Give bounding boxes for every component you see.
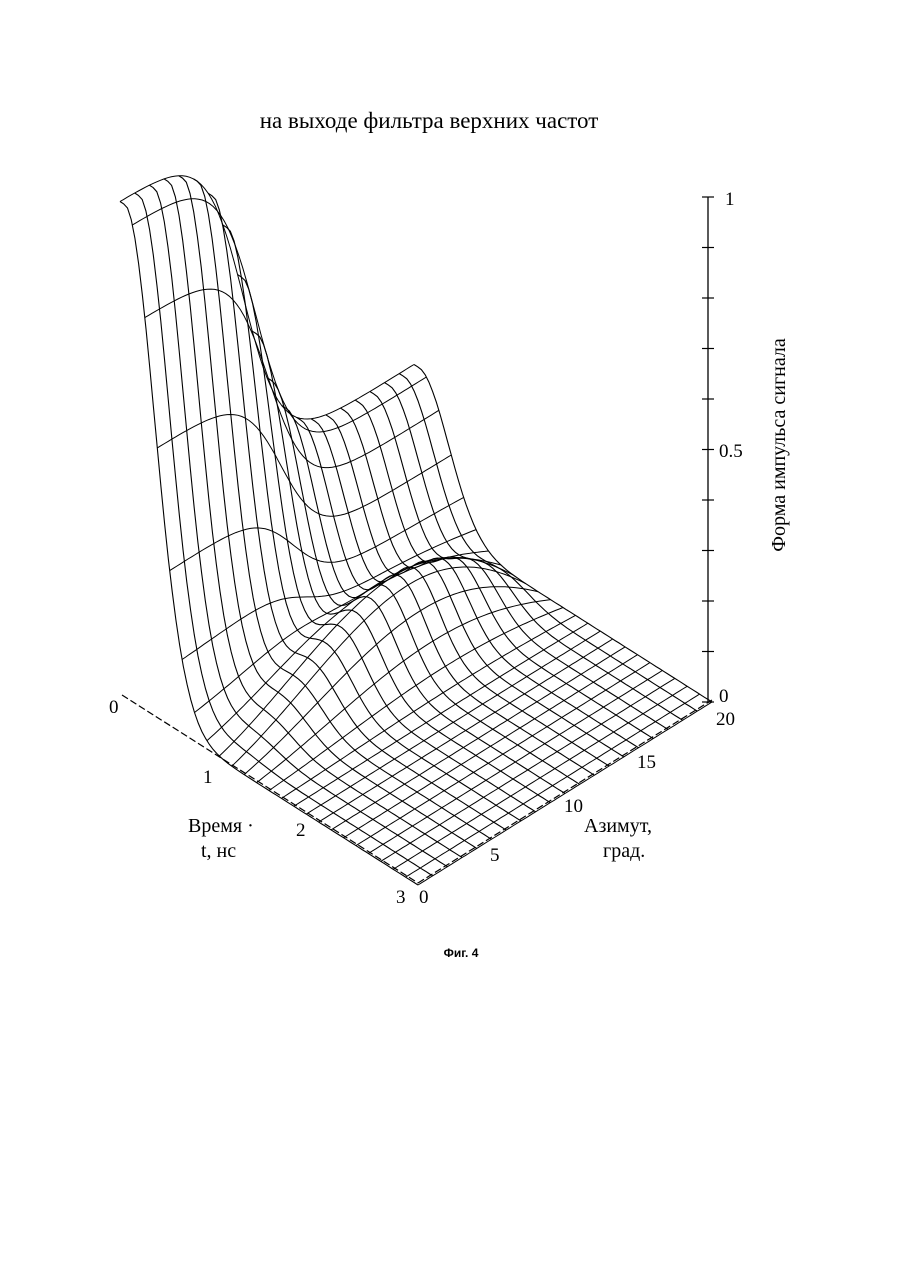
azimuth-axis-line [418,700,712,883]
mesh-time-line [219,557,513,756]
mesh-azimuth-line [208,193,506,830]
mesh-azimuth-line [223,225,521,821]
mesh-time-line [170,497,464,570]
mesh-azimuth-line [341,408,639,748]
time-axis-ticks: 0 1 2 3 Время · t, нс [109,697,406,908]
z-axis: 1 0.5 0 Форма импульса сигнала [702,189,790,707]
time-axis-line [122,695,418,883]
azimuth-tick-label-15: 15 [637,752,656,773]
mesh-azimuth-line [414,365,712,703]
time-tick-label-3: 3 [396,887,406,908]
mesh-azimuth-line [179,176,477,849]
mesh-azimuth-line [282,406,580,785]
mesh-time-line [120,176,414,419]
mesh-azimuth-line [238,275,536,812]
time-axis-label-line1: Время · [188,815,254,837]
azimuth-tick-label-5: 5 [490,845,500,866]
mesh-azimuth-line [326,415,624,757]
mesh-time-line [306,631,600,814]
mesh-azimuth-line [296,417,594,775]
mesh-time-line [195,551,489,713]
time-tick-label-0: 0 [109,697,119,718]
mesh-time-line [132,199,426,432]
mesh-time-line [406,694,700,877]
mesh-azimuth-line [252,331,550,802]
z-tick-label-1: 1 [725,189,735,210]
azimuth-axis-label-line1: Азимут, [584,815,652,837]
azimuth-axis-label-line2: град. [603,840,645,862]
figure-caption: Фиг. 4 [444,946,479,960]
time-tick-label-1: 1 [203,767,213,788]
z-tick-label-0.5: 0.5 [719,441,743,462]
mesh-time-line [418,702,712,885]
azimuth-tick-label-20: 20 [716,709,735,730]
time-axis-label-line2: t, нс [201,840,236,862]
mesh-azimuth-line [355,400,653,738]
azimuth-tick-label-0: 0 [419,887,429,908]
chart-title: на выходе фильтра верхних частот [260,108,599,133]
z-axis-label: Форма импульса сигнала [768,338,790,552]
time-tick-label-2: 2 [296,820,306,841]
z-tick-label-0: 0 [719,686,729,707]
azimuth-tick-label-10: 10 [564,796,583,817]
